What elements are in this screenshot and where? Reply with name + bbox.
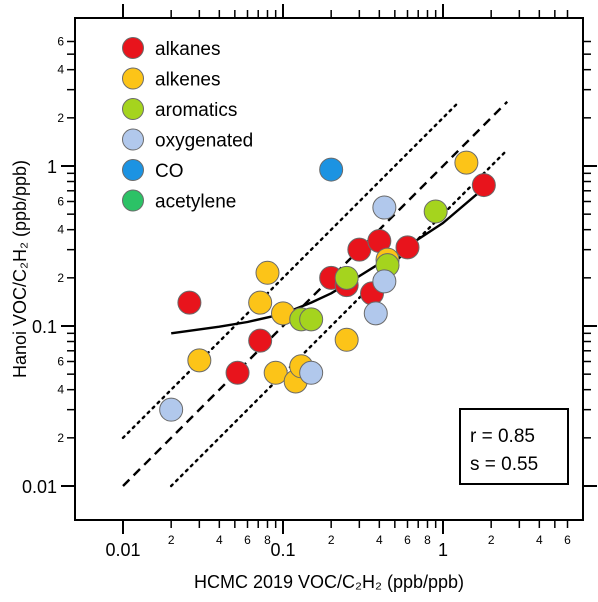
y-tick-label: 0.1 [32,317,57,337]
y-minor-tick-label: 6 [57,354,64,368]
x-minor-tick-label: 6 [564,533,571,547]
legend-marker-acetylene [122,189,144,212]
legend-label-alkenes: alkenes [155,70,221,91]
point-alkenes-10 [454,150,479,175]
x-minor-tick-label: 6 [404,533,411,547]
point-alkenes-8 [334,327,359,352]
legend-marker-CO [122,159,144,181]
point-aromatics-2 [299,307,324,332]
point-alkenes-2 [248,290,273,315]
point-oxygenated-4 [372,269,397,294]
y-tick-label: 0.01 [22,477,57,497]
point-alkanes-9 [395,235,420,260]
x-minor-tick-label: 2 [488,533,495,547]
x-minor-tick-label: 8 [264,533,271,547]
y-minor-tick-label: 6 [57,34,64,48]
data-points [159,150,496,422]
point-oxygenated-3 [363,301,388,326]
stat-annotation: s = 0.55 [470,454,538,475]
legend: alkanes alkenes aromatics oxygenated CO acety… [122,37,253,213]
y-minor-tick-label: 2 [57,271,64,285]
point-alkenes-3 [255,260,280,285]
y-tick-label: 1 [47,157,57,177]
point-CO-1 [319,157,344,182]
x-minor-tick-label: 4 [536,533,543,547]
plot-frame [74,17,584,521]
point-alkanes-3 [248,328,273,353]
reference-lines [121,100,509,488]
point-alkanes-1 [177,290,202,315]
point-oxygenated-1 [159,397,184,422]
legend-label-CO: CO [155,161,184,182]
point-aromatics-3 [334,265,359,290]
y-minor-tick-label: 2 [57,111,64,125]
legend-label-acetylene: acetylene [155,192,236,213]
point-alkenes-4 [263,360,288,385]
y-axis-title: Hanoi VOC/C₂H₂ (ppb/ppb) [10,160,30,378]
legend-marker-alkanes [122,37,144,59]
x-tick-label: 1 [438,540,448,560]
legend-label-aromatics: aromatics [155,100,237,121]
legend-label-oxygenated: oxygenated [155,131,253,152]
y-minor-tick-label: 4 [57,63,64,77]
x-tick-label: 0.01 [105,540,140,560]
point-alkanes-2 [225,360,250,385]
y-minor-tick-label: 2 [57,431,64,445]
legend-label-alkanes: alkanes [155,39,221,60]
stats-box: r = 0.85 s = 0.55 [459,408,569,485]
legend-marker-oxygenated [122,128,144,151]
y-minor-tick-label: 4 [57,383,64,397]
x-minor-tick-label: 2 [168,533,175,547]
point-alkanes-10 [471,173,496,198]
x-minor-tick-label: 4 [216,533,223,547]
x-axis-title: HCMC 2019 VOC/C₂H₂ (ppb/ppb) [194,572,464,592]
legend-marker-alkenes [122,67,144,90]
stat-annotation: r = 0.85 [470,426,535,447]
reference-line-1-2 [169,148,509,488]
point-oxygenated-2 [299,360,324,385]
legend-marker-aromatics [122,98,144,120]
y-minor-tick-label: 6 [57,194,64,208]
x-minor-tick-label: 4 [376,533,383,547]
point-alkanes-6 [347,237,372,262]
x-minor-tick-label: 6 [244,533,251,547]
reference-line-1-1 [122,100,509,487]
point-oxygenated-5 [372,195,397,220]
y-minor-tick-label: 4 [57,223,64,237]
x-tick-label: 0.1 [270,540,295,560]
fit-curve-group [171,184,489,335]
stats-box-frame [459,408,569,485]
point-aromatics-5 [423,199,448,224]
fit-curve [171,184,489,335]
x-minor-tick-label: 8 [424,533,431,547]
reference-line-2-1 [121,100,461,440]
axis-ticks [61,4,597,534]
point-alkenes-1 [187,348,212,373]
x-minor-tick-label: 2 [328,533,335,547]
